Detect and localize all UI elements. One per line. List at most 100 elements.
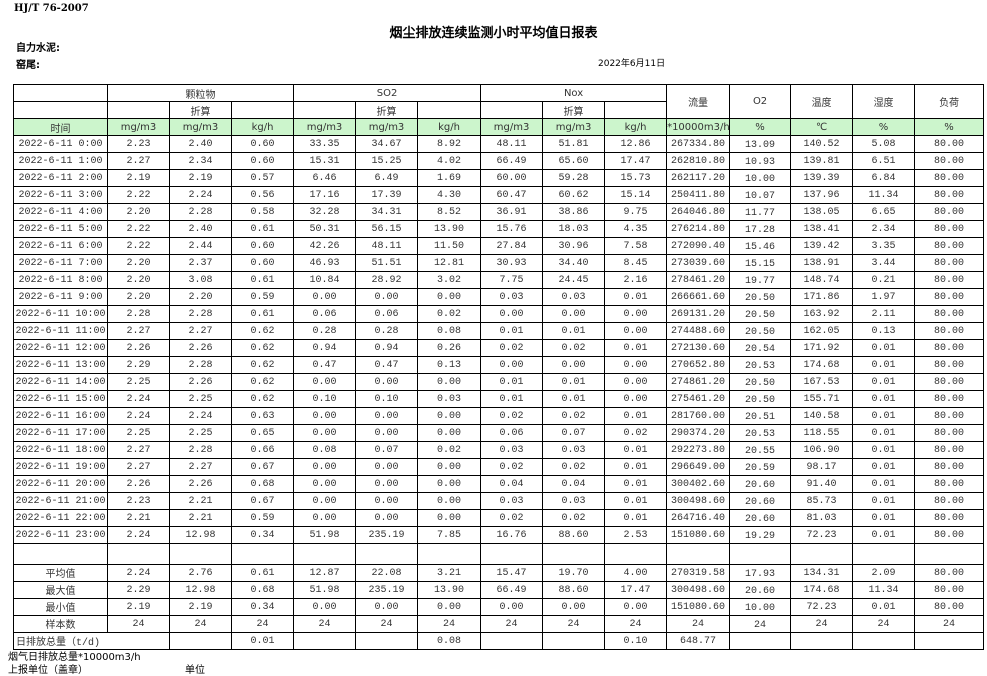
header-blank xyxy=(480,101,544,119)
row-label: 2022-6-11 6:00 xyxy=(13,237,108,255)
empty-cell xyxy=(790,543,854,565)
table-cell: 88.60 xyxy=(542,526,606,544)
table-cell: 11.77 xyxy=(729,203,792,221)
table-cell: 0.00 xyxy=(542,356,606,374)
row-label: 2022-6-11 4:00 xyxy=(13,203,108,221)
table-cell: 20.60 xyxy=(729,581,792,599)
table-cell: 17.47 xyxy=(604,152,668,170)
table-cell: 20.53 xyxy=(729,356,792,374)
header-blank xyxy=(13,101,108,119)
table-cell: 2.24 xyxy=(169,407,232,425)
table-cell: 2.29 xyxy=(107,581,170,599)
table-cell: 1.69 xyxy=(417,169,482,187)
table-row: 2022-6-11 10:00 2.28 2.28 0.61 0.06 0.06 0.02 0… xyxy=(13,305,985,323)
table-cell: 0.03 xyxy=(480,492,544,510)
table-cell: 32.28 xyxy=(293,203,357,221)
unit-cell: % xyxy=(914,118,985,136)
table-cell: 0.00 xyxy=(417,475,482,493)
table-cell: 80.00 xyxy=(914,203,985,221)
table-cell: 2.34 xyxy=(169,152,232,170)
table-cell: 80.00 xyxy=(914,339,985,357)
table-cell: 2.28 xyxy=(169,203,232,221)
table-cell: 0.00 xyxy=(355,598,419,616)
table-cell: 2.34 xyxy=(852,220,916,238)
table-cell: 0.03 xyxy=(480,441,544,459)
table-cell: 0.47 xyxy=(293,356,357,374)
table-cell: 0.00 xyxy=(355,492,419,510)
table-cell: 2.25 xyxy=(169,424,232,442)
table-cell: 0.00 xyxy=(604,356,668,374)
table-row: 2022-6-11 1:00 2.27 2.34 0.60 15.31 15.25 4.02… xyxy=(13,152,985,170)
table-cell: 0.68 xyxy=(230,475,295,493)
table-cell: 0.00 xyxy=(417,424,482,442)
unit-cell: % xyxy=(852,118,916,136)
daily-total-cell: 0.08 xyxy=(417,632,482,650)
table-row: 2022-6-11 3:00 2.22 2.24 0.56 17.16 17.39 4.30… xyxy=(13,186,985,204)
table-cell: 2.27 xyxy=(107,458,170,476)
table-cell: 0.03 xyxy=(542,492,606,510)
table-cell: 15.73 xyxy=(604,169,668,187)
table-cell: 80.00 xyxy=(914,458,985,476)
table-cell: 162.05 xyxy=(790,322,854,340)
header-nox: Nox xyxy=(480,84,668,102)
table-cell: 2.22 xyxy=(107,220,170,238)
empty-cell xyxy=(852,543,916,565)
table-cell: 2.27 xyxy=(169,458,232,476)
table-cell: 85.73 xyxy=(790,492,854,510)
table-cell: 0.00 xyxy=(604,322,668,340)
table-cell: 20.60 xyxy=(729,475,792,493)
table-cell: 19.77 xyxy=(729,271,792,289)
table-cell: 80.00 xyxy=(914,407,985,425)
table-cell: 0.67 xyxy=(230,492,295,510)
table-row: 2022-6-11 18:00 2.27 2.28 0.66 0.08 0.07 0.02 0… xyxy=(13,441,985,459)
table-cell: 0.00 xyxy=(417,598,482,616)
empty-cell xyxy=(914,543,985,565)
table-cell: 20.55 xyxy=(729,441,792,459)
summary-row: 平均值 2.24 2.76 0.61 12.87 22.08 3.21 15.47 19.70 4… xyxy=(13,564,985,582)
table-row: 2022-6-11 13:00 2.29 2.28 0.62 0.47 0.47 0.13 0… xyxy=(13,356,985,374)
daily-total-cell xyxy=(293,632,357,650)
table-cell: 0.00 xyxy=(355,288,419,306)
table-cell: 17.39 xyxy=(355,186,419,204)
table-cell: 281760.00 xyxy=(666,407,731,425)
table-cell: 2.20 xyxy=(107,271,170,289)
table-cell: 0.01 xyxy=(480,322,544,340)
table-cell: 0.03 xyxy=(417,390,482,408)
row-label: 2022-6-11 8:00 xyxy=(13,271,108,289)
table-cell: 2.09 xyxy=(852,564,916,582)
table-cell: 8.52 xyxy=(417,203,482,221)
table-row: 2022-6-11 6:00 2.22 2.44 0.60 42.26 48.11 11.5… xyxy=(13,237,985,255)
table-cell: 273039.60 xyxy=(666,254,731,272)
table-cell: 10.00 xyxy=(729,169,792,187)
table-cell: 51.98 xyxy=(293,526,357,544)
row-label: 最大值 xyxy=(13,581,108,599)
table-cell: 0.03 xyxy=(480,288,544,306)
table-cell: 60.00 xyxy=(480,169,544,187)
table-cell: 0.01 xyxy=(480,373,544,391)
table-cell: 0.00 xyxy=(542,598,606,616)
table-cell: 36.91 xyxy=(480,203,544,221)
table-cell: 15.14 xyxy=(604,186,668,204)
table-cell: 270652.80 xyxy=(666,356,731,374)
table-cell: 139.39 xyxy=(790,169,854,187)
table-cell: 80.00 xyxy=(914,598,985,616)
table-cell: 3.44 xyxy=(852,254,916,272)
table-cell: 80.00 xyxy=(914,581,985,599)
table-cell: 2.20 xyxy=(107,288,170,306)
table-cell: 19.70 xyxy=(542,564,606,582)
table-cell: 2.19 xyxy=(107,169,170,187)
table-cell: 0.61 xyxy=(230,220,295,238)
daily-total-cell: 0.10 xyxy=(604,632,668,650)
table-cell: 0.06 xyxy=(293,305,357,323)
table-cell: 2.26 xyxy=(107,475,170,493)
table-cell: 80.00 xyxy=(914,169,985,187)
table-row: 2022-6-11 23:00 2.24 12.98 0.34 51.98 235.19 7… xyxy=(13,526,985,544)
table-cell: 0.58 xyxy=(230,203,295,221)
empty-cell xyxy=(604,543,668,565)
table-cell: 30.96 xyxy=(542,237,606,255)
table-cell: 0.02 xyxy=(480,458,544,476)
empty-cell xyxy=(107,543,170,565)
table-row: 2022-6-11 16:00 2.24 2.24 0.63 0.00 0.00 0.00 0… xyxy=(13,407,985,425)
table-cell: 51.51 xyxy=(355,254,419,272)
table-cell: 51.81 xyxy=(542,135,606,153)
